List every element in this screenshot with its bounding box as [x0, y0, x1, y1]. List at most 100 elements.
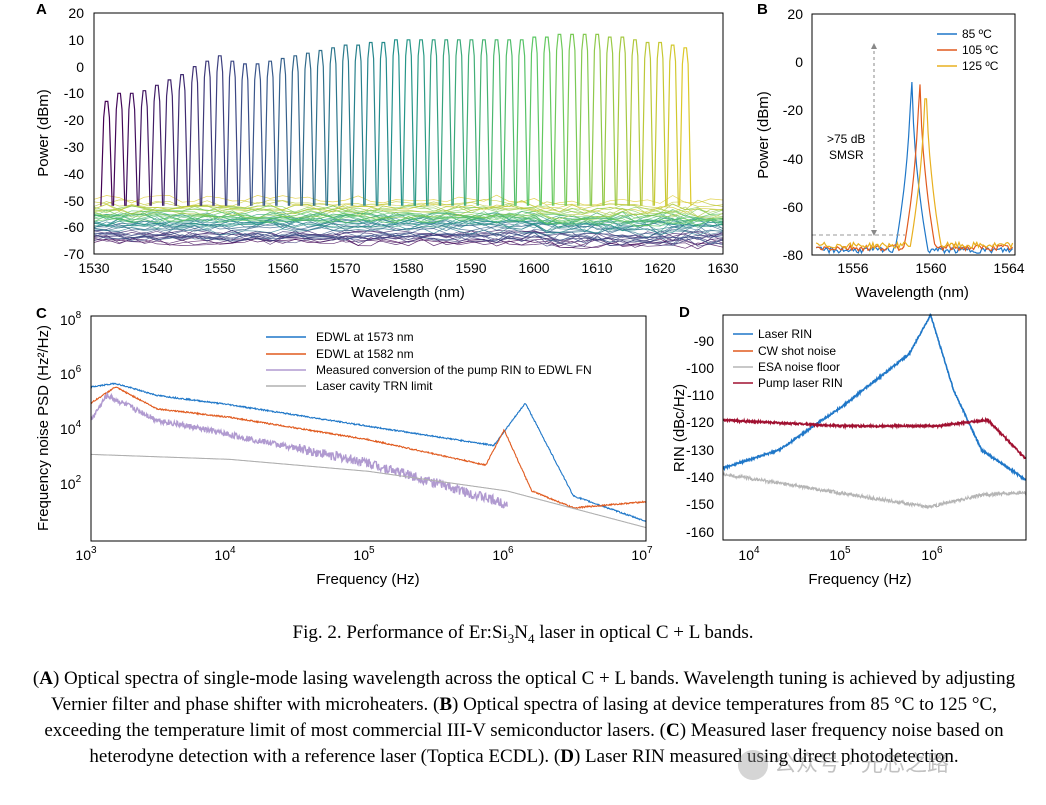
smsr-arrow-head-top	[871, 43, 877, 49]
watermark: 公众号 · 光芯之路	[738, 746, 949, 780]
x-tick-label: 1610	[581, 260, 612, 276]
y-tick-label: -40	[783, 151, 803, 167]
y-tick-label: 20	[68, 5, 84, 21]
lasing-peak	[301, 52, 315, 206]
noise-curve	[91, 386, 647, 510]
y-tick-label: -140	[686, 469, 714, 485]
x-tick-label: 104	[738, 545, 760, 563]
y-tick-label: 102	[60, 474, 82, 492]
lasing-peak	[502, 39, 516, 206]
y-tick-label: -130	[686, 442, 714, 458]
legend-label: Laser RIN	[758, 327, 812, 341]
y-tick-label: -10	[64, 85, 84, 101]
lasing-peak	[213, 55, 227, 206]
panel-d-letter: D	[679, 304, 690, 321]
legend-label: 125 ºC	[962, 59, 999, 73]
noise-floor-trace	[93, 231, 724, 245]
lasing-peak	[490, 39, 503, 206]
noise-floor-trace	[93, 213, 724, 225]
lasing-peak	[603, 36, 616, 206]
lasing-peak	[351, 44, 365, 206]
figure-caption-body: (A) Optical spectra of single-mode lasin…	[32, 668, 1016, 767]
y-tick-label: -60	[783, 199, 803, 215]
noise-floor-trace	[93, 199, 724, 213]
y-tick-label: -150	[686, 496, 714, 512]
wechat-icon	[738, 750, 768, 780]
x-tick-label: 1580	[392, 260, 423, 276]
lasing-peak	[289, 55, 302, 206]
lasing-peak	[653, 41, 667, 206]
x-tick-label: 1550	[204, 260, 235, 276]
lasing-peak	[100, 100, 113, 206]
noise-floor-trace	[93, 227, 723, 238]
temperature-spectrum	[815, 84, 1014, 252]
x-tick-label: 106	[492, 545, 514, 563]
y-tick-label: 104	[60, 419, 82, 437]
panel-b-axes-frame	[811, 13, 1016, 256]
lasing-peak	[477, 39, 491, 206]
x-tick-label: 105	[353, 545, 375, 563]
panel-c-x-label: Frequency (Hz)	[316, 571, 419, 588]
lasing-peak	[515, 39, 528, 206]
noise-curve	[91, 453, 647, 529]
panel-d-y-label: RIN (dBc/Hz)	[671, 384, 688, 472]
noise-floor-trace	[94, 228, 724, 240]
noise-floor-trace	[93, 232, 724, 245]
y-tick-label: -50	[64, 193, 84, 209]
panel-a-axes-frame	[93, 12, 724, 255]
lasing-peak	[112, 92, 126, 206]
smsr-arrow-head-bottom	[871, 230, 877, 236]
legend-label: 105 ºC	[962, 43, 999, 57]
lasing-peak	[641, 41, 654, 206]
x-tick-label: 106	[921, 545, 943, 563]
panel-a-x-label: Wavelength (nm)	[351, 284, 465, 301]
noise-floor-trace	[93, 232, 724, 246]
lasing-peak	[440, 39, 453, 206]
noise-curve	[90, 392, 508, 509]
lasing-peak	[590, 33, 604, 206]
legend-label: Pump laser RIN	[758, 376, 843, 390]
y-tick-label: -80	[783, 247, 803, 263]
panel-d-axes-frame	[722, 314, 1027, 541]
noise-floor-trace	[93, 203, 724, 215]
legend-label: EDWL at 1582 nm	[316, 347, 414, 361]
x-tick-label: 1560	[915, 260, 946, 276]
lasing-peak	[402, 39, 415, 206]
lasing-peak	[377, 41, 390, 206]
panel-b-letter: B	[757, 1, 768, 18]
smsr-annotation-line1: >75 dB	[827, 132, 865, 146]
legend-label: EDWL at 1573 nm	[316, 330, 414, 344]
panel-c-legend: EDWL at 1573 nm EDWL at 1582 nm Measured…	[266, 330, 592, 393]
y-tick-label: 0	[76, 59, 84, 75]
lasing-peak	[226, 60, 239, 206]
y-tick-label: -40	[64, 166, 84, 182]
x-tick-label: 1600	[518, 260, 549, 276]
x-tick-label: 1556	[837, 260, 868, 276]
noise-floor-trace	[93, 220, 724, 233]
legend-label: CW shot noise	[758, 344, 836, 358]
x-tick-label: 104	[214, 545, 236, 563]
lasing-peak	[238, 63, 252, 206]
noise-floor-trace	[93, 211, 724, 225]
lasing-peak	[163, 79, 176, 206]
lasing-peak	[150, 84, 164, 206]
x-tick-label: 107	[631, 545, 653, 563]
panel-c-y-label: Frequency noise PSD (Hz²/Hz)	[35, 325, 52, 531]
lasing-peak	[540, 36, 554, 206]
panel-a-spectra	[93, 33, 724, 250]
lasing-peak	[452, 39, 466, 206]
rin-curve	[722, 416, 1027, 460]
lasing-peak	[553, 33, 566, 206]
y-tick-label: -160	[686, 524, 714, 540]
panel-c-curves	[90, 382, 647, 529]
y-tick-label: -100	[686, 360, 714, 376]
lasing-peak	[188, 66, 201, 206]
lasing-peak	[679, 47, 692, 206]
noise-floor-trace	[93, 210, 724, 221]
x-tick-label: 1560	[267, 260, 298, 276]
y-tick-label: 106	[60, 364, 82, 382]
y-tick-label: -110	[687, 387, 714, 403]
figure-caption-title: Fig. 2. Performance of Er:Si3N4 laser in…	[292, 622, 754, 646]
noise-floor-trace	[93, 214, 724, 226]
panel-c: C EDWL at 1573 nm EDWL at 1582 nm Measur…	[35, 305, 653, 588]
